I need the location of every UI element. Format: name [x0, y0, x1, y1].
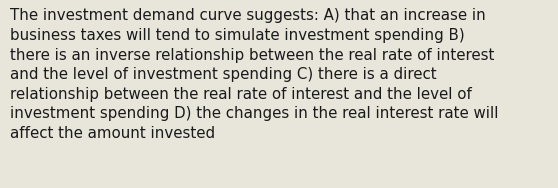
Text: The investment demand curve suggests: A) that an increase in
business taxes will: The investment demand curve suggests: A)… — [10, 8, 498, 141]
